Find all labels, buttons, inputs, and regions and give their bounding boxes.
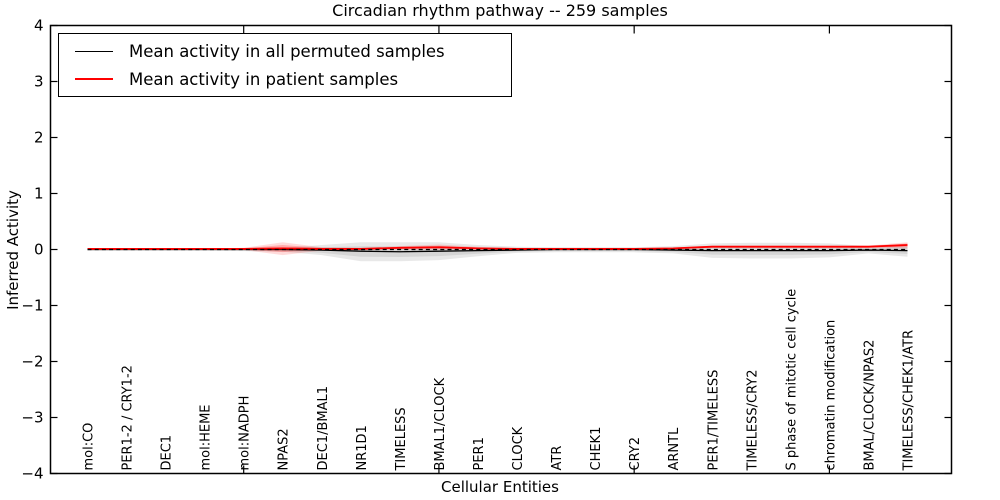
category-label: mol:CO (82, 423, 97, 471)
y-axis: −4 −3 −2 −1 0 1 2 3 4 (21, 17, 952, 483)
category-label: S phase of mitotic cell cycle (784, 289, 799, 471)
category-label: DEC1/BMAL1 (316, 386, 331, 471)
category-label: PER1/TIMELESS (706, 370, 721, 471)
category-labels: mol:CO PER1-2 / CRY1-2 DEC1 mol:HEME mol:NAD… (82, 289, 917, 472)
x-axis (243, 25, 831, 474)
y-tick-label: 1 (34, 185, 44, 203)
category-label: TIMELESS/CHEK1/ATR (902, 330, 917, 472)
legend-label: Mean activity in patient samples (129, 69, 399, 89)
y-axis-label: Inferred Activity (4, 190, 22, 310)
category-label: BMAL1/CLOCK (433, 377, 448, 470)
category-label: mol:HEME (199, 404, 214, 470)
legend-label: Mean activity in all permuted samples (129, 41, 445, 61)
category-label: NPAS2 (277, 428, 292, 470)
legend-item-permuted: Mean activity in all permuted samples (59, 38, 511, 64)
category-label: CHEK1 (589, 427, 604, 471)
y-tick-label: 0 (34, 241, 44, 259)
category-label: chromatin modification (823, 320, 838, 471)
x-axis-label: Cellular Entities (441, 478, 559, 496)
y-tick-label: −3 (21, 409, 43, 427)
category-label: ARNTL (667, 427, 682, 471)
patient-mean-line (87, 244, 908, 250)
y-tick-label: −4 (21, 465, 43, 483)
legend: Mean activity in all permuted samples Me… (58, 33, 512, 97)
category-label: NR1D1 (355, 425, 370, 470)
legend-item-patient: Mean activity in patient samples (59, 66, 511, 92)
category-label: CLOCK (511, 426, 526, 470)
legend-line-sample-red (75, 78, 113, 80)
category-label: PER1-2 / CRY1-2 (121, 365, 136, 470)
category-label: TIMELESS (394, 407, 409, 471)
category-label: PER1 (472, 437, 487, 470)
category-label: mol:NADPH (238, 396, 253, 471)
y-tick-label: 3 (34, 73, 44, 91)
category-label: TIMELESS/CRY2 (745, 369, 760, 471)
series-band-0 (87, 242, 908, 262)
y-tick-label: 4 (34, 17, 44, 35)
category-label: CRY2 (628, 437, 643, 471)
category-label: BMAL/CLOCK/NPAS2 (862, 340, 877, 471)
category-label: ATR (550, 446, 565, 471)
legend-line-sample-black (75, 50, 113, 52)
y-tick-label: −2 (21, 353, 43, 371)
y-tick-label: −1 (21, 297, 43, 315)
y-tick-label: 2 (34, 129, 44, 147)
category-label: DEC1 (160, 435, 175, 471)
chart-title: Circadian rhythm pathway -- 259 samples (332, 1, 668, 20)
